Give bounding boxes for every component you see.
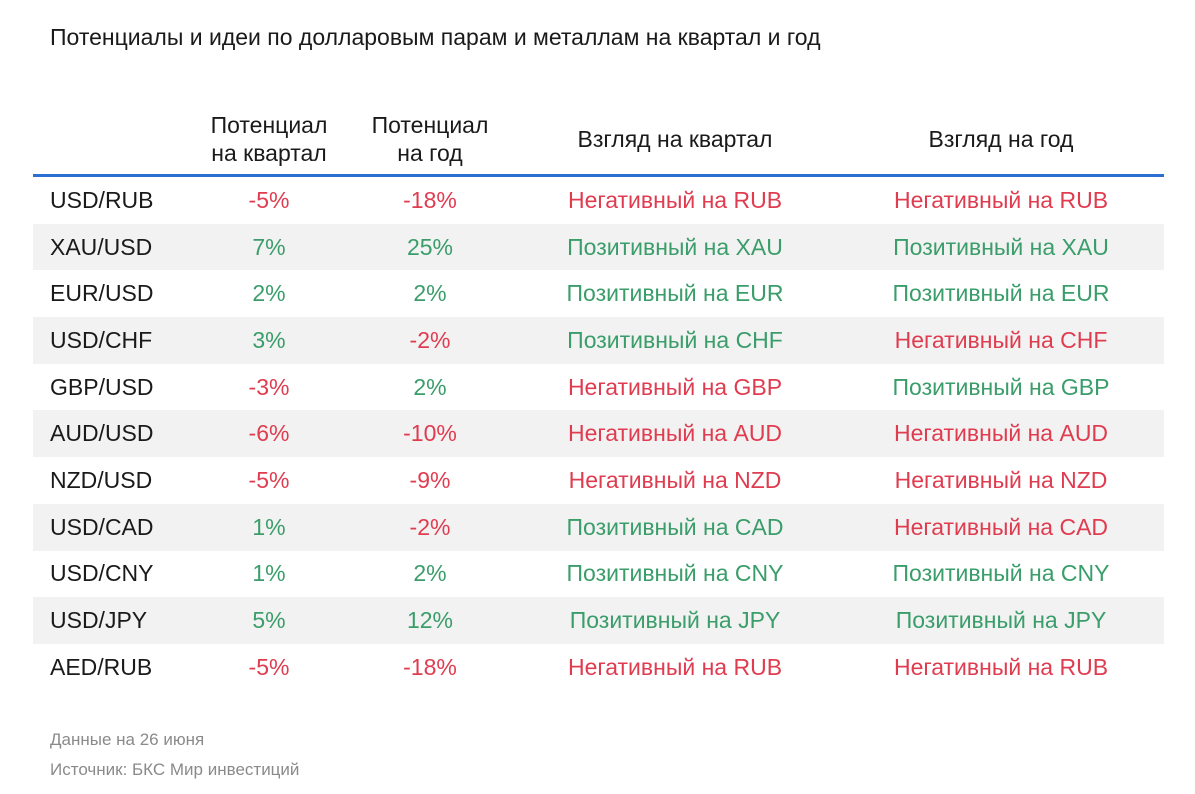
header-view-quarter: Взгляд на квартал: [577, 126, 773, 152]
cell-view-year: Позитивный на GBP: [892, 373, 1110, 400]
cell-potential-year: -9%: [409, 466, 451, 493]
table-header: Потенциал на квартал Потенциал на год Вз…: [33, 104, 1164, 177]
cell-view-year: Негативный на AUD: [893, 420, 1109, 447]
cell-pair: NZD/USD: [50, 466, 153, 493]
cell-view-year: Позитивный на EUR: [892, 280, 1110, 307]
table-body: USD/RUB -5% -18% Негативный на RUB Негативны…: [33, 177, 1164, 691]
table-row: USD/CAD 1% -2% Позитивный на CAD Негативный …: [33, 503, 1164, 551]
cell-view-year: Позитивный на JPY: [895, 607, 1107, 634]
header-potential-year: Потенциал на год: [355, 104, 505, 174]
table-row: EUR/USD 2% 2% Позитивный на EUR Позитивный н…: [33, 270, 1164, 317]
cell-potential-year: -2%: [409, 326, 451, 353]
header-potential-year-line2: на год: [397, 140, 463, 166]
cell-pair: USD/CAD: [50, 513, 154, 540]
forecast-table: Потенциал на квартал Потенциал на год Вз…: [33, 104, 1164, 691]
cell-pair: USD/RUB: [50, 186, 154, 213]
table-row: NZD/USD -5% -9% Негативный на NZD Негативный…: [33, 457, 1164, 504]
cell-pair: AUD/USD: [50, 420, 154, 447]
cell-potential-quarter: -5%: [248, 466, 290, 493]
cell-view-quarter: Позитивный на JPY: [569, 607, 781, 634]
cell-pair: GBP/USD: [50, 373, 154, 400]
cell-view-year: Негативный на RUB: [893, 186, 1109, 213]
footer-source: Источник: БКС Мир инвестиций: [50, 760, 300, 779]
table-row: USD/CHF 3% -2% Позитивный на CHF Негативный …: [33, 317, 1164, 364]
header-potential-quarter-line2: на квартал: [211, 140, 327, 166]
cell-view-quarter: Негативный на GBP: [567, 373, 783, 400]
cell-potential-year: -10%: [403, 420, 457, 447]
cell-view-quarter: Негативный на RUB: [567, 186, 783, 213]
cell-potential-quarter: -5%: [248, 186, 290, 213]
cell-pair: EUR/USD: [50, 280, 154, 307]
cell-potential-quarter: 1%: [252, 513, 286, 540]
table-row: AED/RUB -5% -18% Негативный на RUB Негативны…: [33, 644, 1164, 691]
cell-potential-quarter: -6%: [248, 420, 290, 447]
cell-potential-year: -18%: [403, 186, 457, 213]
cell-potential-year: -18%: [403, 653, 457, 680]
cell-view-quarter: Позитивный на EUR: [566, 280, 784, 307]
table-row: XAU/USD 7% 25% Позитивный на XAU Позитивный …: [33, 223, 1164, 271]
cell-view-quarter: Позитивный на CNY: [566, 560, 784, 587]
table-row: USD/RUB -5% -18% Негативный на RUB Негативны…: [33, 177, 1164, 224]
table-row: GBP/USD -3% 2% Негативный на GBP Позитивный …: [33, 364, 1164, 411]
header-potential-quarter: Потенциал на квартал: [193, 104, 345, 174]
cell-view-quarter: Негативный на AUD: [567, 420, 783, 447]
cell-view-year: Позитивный на XAU: [893, 233, 1109, 260]
cell-view-year: Негативный на RUB: [893, 653, 1109, 680]
cell-view-year: Позитивный на CNY: [892, 560, 1110, 587]
cell-view-year: Негативный на NZD: [894, 466, 1108, 493]
cell-potential-quarter: -5%: [248, 653, 290, 680]
header-view-year: Взгляд на год: [928, 126, 1074, 152]
cell-potential-quarter: 5%: [252, 607, 286, 634]
table-row: AUD/USD -6% -10% Негативный на AUD Негативны…: [33, 410, 1164, 458]
cell-view-year: Негативный на CAD: [893, 513, 1109, 540]
cell-potential-quarter: 3%: [252, 326, 286, 353]
table-row: USD/JPY 5% 12% Позитивный на JPY Позитивный …: [33, 597, 1164, 644]
cell-pair: USD/JPY: [50, 607, 148, 634]
footer-date: Данные на 26 июня: [50, 730, 205, 749]
cell-potential-year: 25%: [406, 233, 454, 260]
cell-view-quarter: Негативный на RUB: [567, 653, 783, 680]
cell-view-quarter: Позитивный на CHF: [567, 326, 783, 353]
cell-potential-quarter: 1%: [252, 560, 286, 587]
cell-potential-year: 2%: [413, 560, 447, 587]
cell-view-quarter: Позитивный на XAU: [567, 233, 783, 260]
cell-potential-quarter: 7%: [252, 233, 286, 260]
cell-pair: USD/CNY: [50, 560, 154, 587]
cell-view-year: Негативный на CHF: [894, 326, 1108, 353]
cell-potential-quarter: -3%: [248, 373, 290, 400]
cell-potential-year: 2%: [413, 280, 447, 307]
cell-view-quarter: Позитивный на CAD: [566, 513, 784, 540]
cell-potential-year: -2%: [409, 513, 451, 540]
page-title: Потенциалы и идеи по долларовым парам и …: [50, 24, 821, 50]
cell-potential-year: 12%: [406, 607, 454, 634]
cell-potential-quarter: 2%: [252, 280, 286, 307]
cell-pair: USD/CHF: [50, 326, 153, 353]
header-potential-quarter-line1: Потенциал: [210, 112, 328, 138]
table-row: USD/CNY 1% 2% Позитивный на CNY Позитивный н…: [33, 551, 1164, 598]
cell-pair: XAU/USD: [50, 233, 153, 260]
cell-potential-year: 2%: [413, 373, 447, 400]
cell-pair: AED/RUB: [50, 653, 153, 680]
header-potential-year-line1: Потенциал: [371, 112, 489, 138]
cell-view-quarter: Негативный на NZD: [568, 466, 782, 493]
